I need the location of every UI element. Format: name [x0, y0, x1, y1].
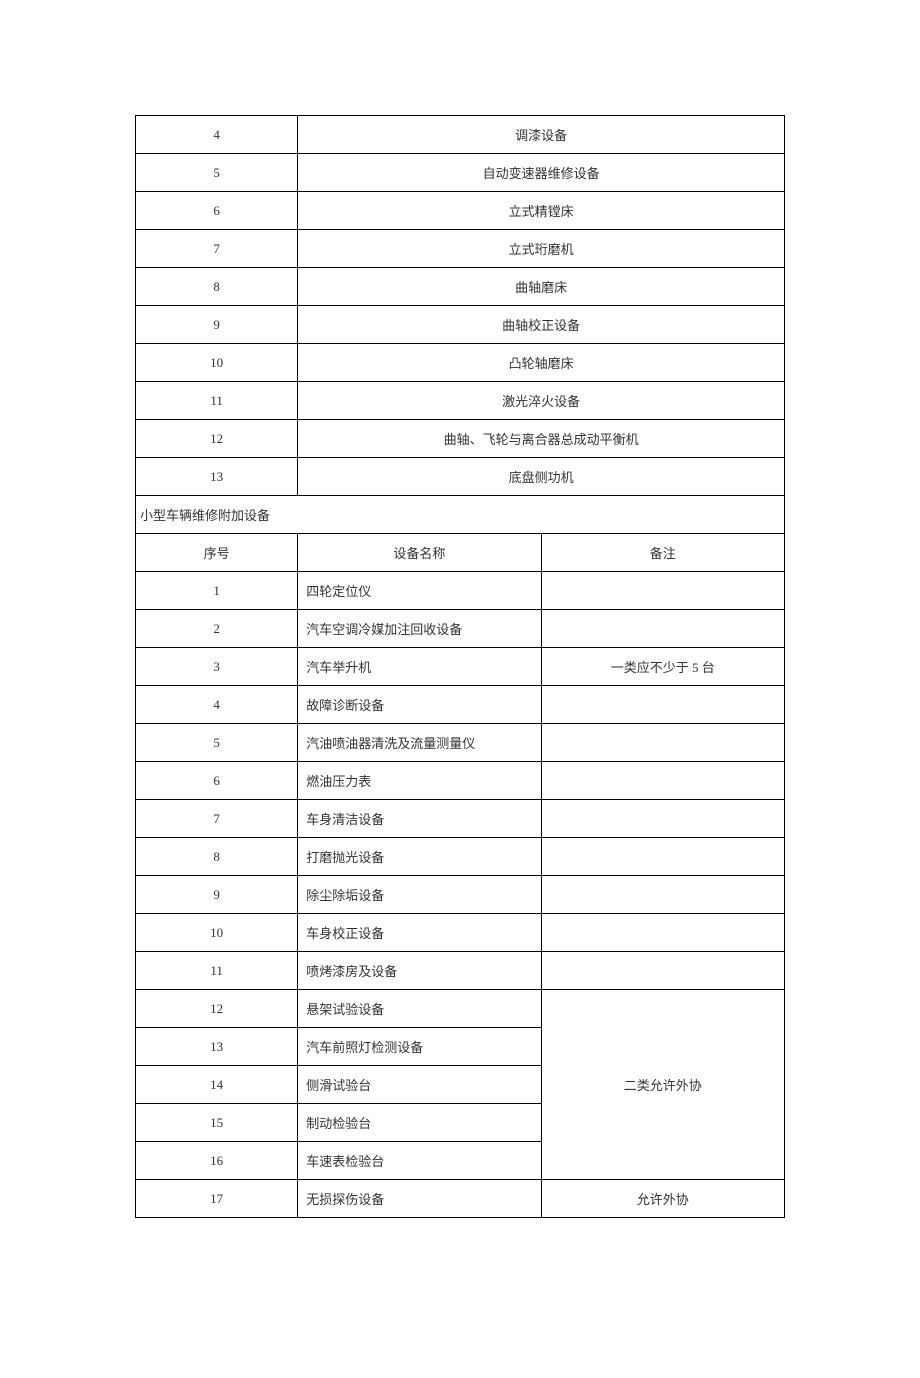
- cell-remark: [541, 800, 784, 838]
- table-row: 5汽油喷油器清洗及流量测量仪: [136, 724, 785, 762]
- table-row: 3汽车举升机一类应不少于 5 台: [136, 648, 785, 686]
- table-row: 12曲轴、飞轮与离合器总成动平衡机: [136, 420, 785, 458]
- table-row: 17 无损探伤设备 允许外协: [136, 1180, 785, 1218]
- cell-name: 除尘除垢设备: [298, 876, 541, 914]
- cell-name: 底盘侧功机: [298, 458, 785, 496]
- cell-name: 制动检验台: [298, 1104, 541, 1142]
- cell-name: 立式珩磨机: [298, 230, 785, 268]
- table-row: 10凸轮轴磨床: [136, 344, 785, 382]
- cell-remark: 允许外协: [541, 1180, 784, 1218]
- cell-num: 13: [136, 1028, 298, 1066]
- table-row: 6燃油压力表: [136, 762, 785, 800]
- cell-num: 5: [136, 724, 298, 762]
- cell-remark: [541, 914, 784, 952]
- cell-num: 14: [136, 1066, 298, 1104]
- cell-num: 12: [136, 420, 298, 458]
- cell-num: 12: [136, 990, 298, 1028]
- cell-num: 2: [136, 610, 298, 648]
- cell-num: 15: [136, 1104, 298, 1142]
- cell-name: 悬架试验设备: [298, 990, 541, 1028]
- cell-name: 四轮定位仪: [298, 572, 541, 610]
- cell-num: 4: [136, 116, 298, 154]
- cell-num: 7: [136, 230, 298, 268]
- cell-remark: [541, 876, 784, 914]
- cell-remark: [541, 686, 784, 724]
- cell-num: 7: [136, 800, 298, 838]
- cell-name: 曲轴校正设备: [298, 306, 785, 344]
- cell-num: 11: [136, 382, 298, 420]
- cell-name: 自动变速器维修设备: [298, 154, 785, 192]
- cell-num: 17: [136, 1180, 298, 1218]
- cell-num: 8: [136, 268, 298, 306]
- table-row: 11喷烤漆房及设备: [136, 952, 785, 990]
- cell-num: 4: [136, 686, 298, 724]
- table-row: 5自动变速器维修设备: [136, 154, 785, 192]
- cell-num: 10: [136, 914, 298, 952]
- cell-name: 燃油压力表: [298, 762, 541, 800]
- cell-name: 车速表检验台: [298, 1142, 541, 1180]
- cell-name: 汽油喷油器清洗及流量测量仪: [298, 724, 541, 762]
- cell-name: 汽车前照灯检测设备: [298, 1028, 541, 1066]
- cell-num: 10: [136, 344, 298, 382]
- cell-name: 喷烤漆房及设备: [298, 952, 541, 990]
- cell-remark: [541, 952, 784, 990]
- cell-remark: [541, 610, 784, 648]
- table-row: 12悬架试验设备二类允许外协: [136, 990, 785, 1028]
- cell-remark: [541, 838, 784, 876]
- cell-num: 1: [136, 572, 298, 610]
- cell-name: 曲轴、飞轮与离合器总成动平衡机: [298, 420, 785, 458]
- table-row: 9曲轴校正设备: [136, 306, 785, 344]
- table-row: 9除尘除垢设备: [136, 876, 785, 914]
- cell-name: 车身校正设备: [298, 914, 541, 952]
- cell-num: 13: [136, 458, 298, 496]
- cell-num: 6: [136, 762, 298, 800]
- table-row: 8曲轴磨床: [136, 268, 785, 306]
- cell-name: 车身清洁设备: [298, 800, 541, 838]
- cell-num: 16: [136, 1142, 298, 1180]
- cell-num: 3: [136, 648, 298, 686]
- table-row: 10车身校正设备: [136, 914, 785, 952]
- cell-name: 立式精镗床: [298, 192, 785, 230]
- header-num: 序号: [136, 534, 298, 572]
- table-row: 4故障诊断设备: [136, 686, 785, 724]
- cell-name: 故障诊断设备: [298, 686, 541, 724]
- cell-name: 汽车举升机: [298, 648, 541, 686]
- cell-num: 11: [136, 952, 298, 990]
- cell-num: 9: [136, 876, 298, 914]
- table-row: 7车身清洁设备: [136, 800, 785, 838]
- table-row: 4调漆设备: [136, 116, 785, 154]
- table-row: 1四轮定位仪: [136, 572, 785, 610]
- cell-num: 5: [136, 154, 298, 192]
- cell-remark: 一类应不少于 5 台: [541, 648, 784, 686]
- table-row: 8打磨抛光设备: [136, 838, 785, 876]
- cell-num: 6: [136, 192, 298, 230]
- cell-name: 无损探伤设备: [298, 1180, 541, 1218]
- equipment-table: 4调漆设备5自动变速器维修设备6立式精镗床7立式珩磨机8曲轴磨床9曲轴校正设备1…: [135, 115, 785, 1218]
- cell-name: 曲轴磨床: [298, 268, 785, 306]
- cell-name: 调漆设备: [298, 116, 785, 154]
- table-row: 11激光淬火设备: [136, 382, 785, 420]
- header-name: 设备名称: [298, 534, 541, 572]
- cell-remark: [541, 762, 784, 800]
- section-header-row: 小型车辆维修附加设备: [136, 496, 785, 534]
- header-remark: 备注: [541, 534, 784, 572]
- table-row: 7立式珩磨机: [136, 230, 785, 268]
- cell-name: 汽车空调冷媒加注回收设备: [298, 610, 541, 648]
- cell-num: 9: [136, 306, 298, 344]
- cell-remark-merged: 二类允许外协: [541, 990, 784, 1180]
- table2-header-row: 序号 设备名称 备注: [136, 534, 785, 572]
- cell-remark: [541, 572, 784, 610]
- cell-name: 激光淬火设备: [298, 382, 785, 420]
- section-title: 小型车辆维修附加设备: [136, 496, 785, 534]
- cell-name: 打磨抛光设备: [298, 838, 541, 876]
- table-row: 6立式精镗床: [136, 192, 785, 230]
- cell-name: 侧滑试验台: [298, 1066, 541, 1104]
- table-row: 2汽车空调冷媒加注回收设备: [136, 610, 785, 648]
- cell-remark: [541, 724, 784, 762]
- cell-num: 8: [136, 838, 298, 876]
- cell-name: 凸轮轴磨床: [298, 344, 785, 382]
- table-row: 13底盘侧功机: [136, 458, 785, 496]
